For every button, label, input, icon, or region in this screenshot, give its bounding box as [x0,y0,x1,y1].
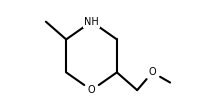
Text: O: O [88,85,95,95]
Text: NH: NH [84,17,99,27]
Text: O: O [149,67,156,77]
